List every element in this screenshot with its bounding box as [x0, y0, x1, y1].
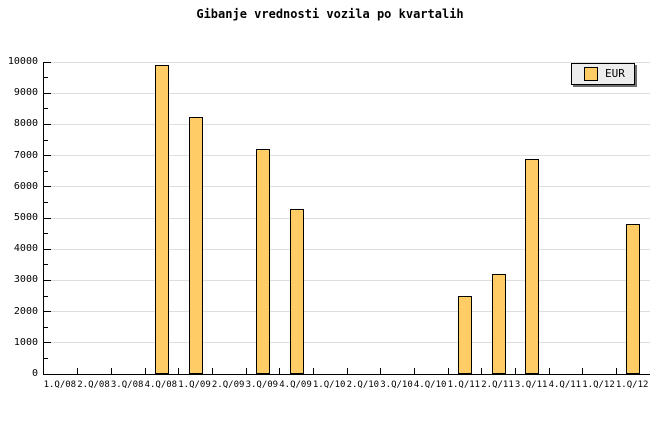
- x-tick: [245, 368, 247, 374]
- gridline-1000: [44, 342, 650, 344]
- y-tick-label: 9000: [13, 87, 38, 99]
- x-tick-label: 4.Q/11: [548, 380, 582, 390]
- x-tick: [582, 368, 584, 374]
- chart-title: Gibanje vrednosti vozila po kvartalih: [196, 7, 464, 21]
- bar-4.Q/09: [289, 209, 304, 374]
- x-tick: [312, 368, 314, 374]
- y-tick-label: 6000: [13, 180, 38, 192]
- y-tick-label: 4000: [13, 243, 38, 255]
- y-tick-label: 8000: [13, 118, 38, 130]
- y-minor-tick: [44, 295, 48, 297]
- y-minor-tick: [44, 264, 48, 266]
- gridline-2000: [44, 311, 650, 313]
- y-tick-label: 0: [31, 368, 38, 379]
- gridline-3000: [44, 279, 650, 281]
- gridline-4000: [44, 248, 650, 250]
- x-tick: [548, 368, 550, 374]
- y-minor-tick: [44, 233, 48, 235]
- y-major-tick: [44, 92, 51, 94]
- gridline-7000: [44, 155, 650, 157]
- y-major-tick: [44, 279, 51, 281]
- x-tick-label: 3.Q/08: [110, 380, 144, 390]
- x-tick-label: 1.Q/08: [43, 380, 77, 390]
- x-tick-label: 4.Q/09: [279, 380, 312, 390]
- x-tick-label: 1.Q/12: [615, 380, 649, 390]
- y-major-tick: [44, 61, 51, 63]
- x-tick-label: 2.Q/09: [211, 380, 245, 390]
- x-tick: [144, 368, 146, 374]
- bar-2.Q/11: [491, 274, 506, 374]
- y-major-tick: [44, 186, 51, 188]
- x-tick-label: 3.Q/11: [514, 380, 548, 390]
- x-tick: [211, 368, 213, 374]
- x-tick: [110, 368, 112, 374]
- x-tick-label: 3.Q/09: [245, 380, 279, 390]
- y-tick-label: 2000: [13, 305, 38, 317]
- x-tick-label: 4.Q/08: [144, 380, 178, 390]
- legend-swatch-icon: [584, 67, 598, 81]
- y-minor-tick: [44, 170, 48, 172]
- y-tick-label: 5000: [13, 212, 38, 223]
- y-minor-tick: [44, 108, 48, 110]
- y-major-tick: [44, 248, 51, 250]
- x-tick: [380, 368, 382, 374]
- x-tick-label: 1.Q/09: [178, 380, 211, 390]
- y-minor-tick: [44, 77, 48, 79]
- bar-3.Q/09: [255, 149, 270, 374]
- y-minor-tick: [44, 326, 48, 328]
- legend: EUR: [571, 63, 635, 85]
- x-tick: [615, 368, 617, 374]
- y-minor-tick: [44, 357, 48, 359]
- y-tick-label: 1000: [13, 336, 38, 348]
- y-minor-tick: [44, 139, 48, 141]
- x-tick: [279, 368, 281, 374]
- bar-1.Q/12: [626, 224, 641, 374]
- bar-4.Q/08: [154, 65, 169, 374]
- y-major-tick: [44, 342, 51, 344]
- gridline-10000: [44, 61, 650, 63]
- bar-3.Q/11: [525, 159, 540, 374]
- x-tick-label: 1.Q/10: [312, 380, 346, 390]
- x-tick-label: 2.Q/11: [481, 380, 514, 390]
- x-tick: [447, 368, 449, 374]
- x-tick: [481, 368, 483, 374]
- x-tick: [346, 368, 348, 374]
- y-axis-labels: 0 1000 2000 3000 4000 5000 6000 7000 8000 9000 100…: [0, 0, 38, 440]
- y-major-tick: [44, 155, 51, 157]
- x-tick-label: 1.Q/11: [447, 380, 481, 390]
- x-tick: [77, 368, 79, 374]
- x-tick-label: 2.Q/08: [77, 380, 110, 390]
- y-tick-label: 10000: [7, 56, 38, 67]
- gridline-6000: [44, 186, 650, 188]
- bar-1.Q/11: [457, 296, 472, 374]
- legend-label: EUR: [605, 67, 625, 80]
- y-minor-tick: [44, 201, 48, 203]
- gridline-8000: [44, 123, 650, 125]
- gridline-9000: [44, 92, 650, 94]
- x-tick-label: 1.Q/12: [582, 380, 615, 390]
- x-tick: [514, 368, 516, 374]
- x-tick-label: 4.Q/10: [413, 380, 447, 390]
- y-tick-label: 3000: [13, 274, 38, 286]
- x-tick: [413, 368, 415, 374]
- y-major-tick: [44, 217, 51, 219]
- x-tick: [178, 368, 180, 374]
- plot-area: [43, 61, 650, 375]
- gridline-5000: [44, 217, 650, 219]
- y-major-tick: [44, 123, 51, 125]
- x-tick-label: 3.Q/10: [380, 380, 413, 390]
- bar-1.Q/09: [188, 117, 203, 374]
- x-tick-label: 2.Q/10: [346, 380, 380, 390]
- y-tick-label: 7000: [13, 149, 38, 161]
- y-major-tick: [44, 311, 51, 313]
